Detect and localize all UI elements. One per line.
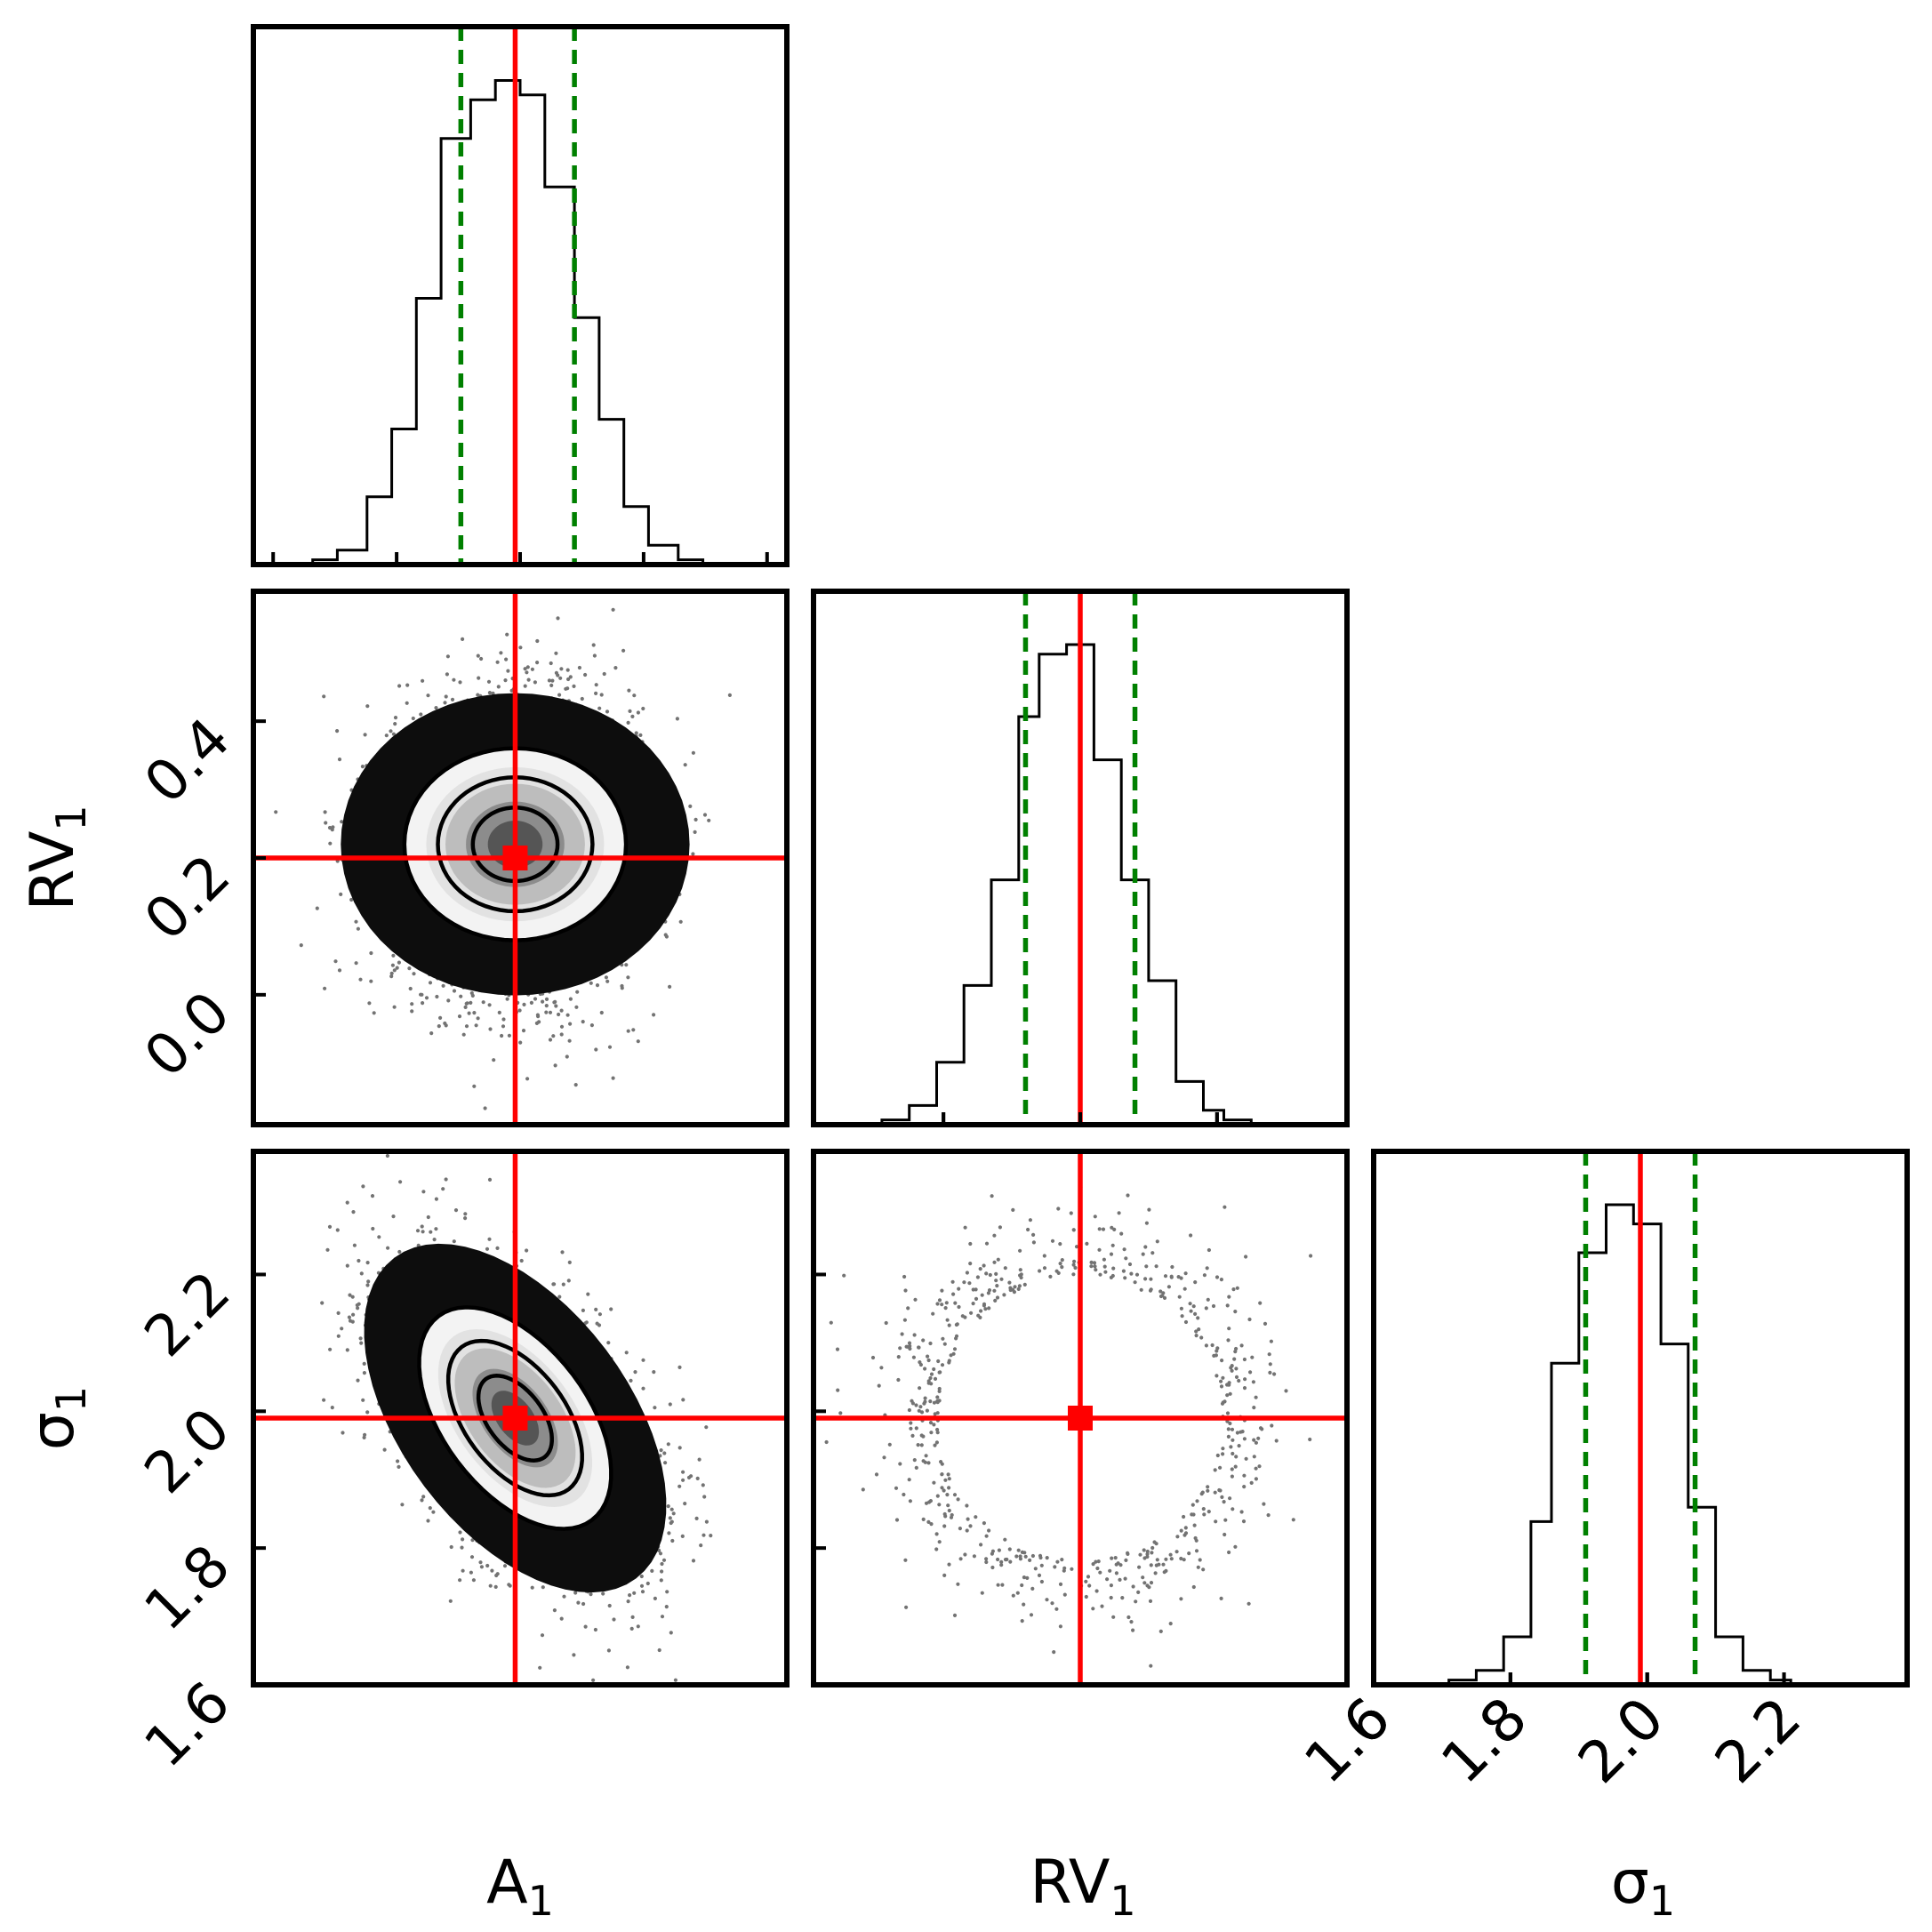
histogram-step-a	[311, 79, 728, 566]
histogram-step-rv	[880, 643, 1279, 1126]
truth-marker	[502, 846, 528, 870]
y-tick-label: 1.6	[132, 1670, 243, 1780]
panel-frame-rv1-sigma1	[811, 1149, 1350, 1687]
x-tick-label: 2.0	[1567, 1686, 1677, 1796]
truth-marker	[502, 1406, 528, 1431]
x-tick-label: 1.8	[1430, 1686, 1540, 1796]
truth-and-quantile-lines	[253, 27, 1698, 1685]
histogram-step-sigma	[1447, 1203, 1818, 1687]
scatter-rv1-sigma1	[824, 1185, 1313, 1668]
truth-marker	[1068, 1406, 1093, 1431]
contour-outer	[417, 1305, 613, 1531]
histogram-sigma1	[1447, 1203, 1818, 1687]
y-tick-label: 1.8	[132, 1533, 243, 1643]
y-axis-label-rv1: RV1	[18, 805, 95, 910]
y-tick-label: 0.2	[132, 843, 243, 953]
x-axis-label-sigma1: σ1	[1611, 1848, 1675, 1925]
contour-middle	[445, 1338, 584, 1498]
contour-inner	[476, 1374, 554, 1463]
sample-points	[824, 1185, 1313, 1668]
histogram-rv1	[880, 643, 1279, 1126]
x-tick-label: 1.6	[1293, 1686, 1403, 1796]
x-axis-label-a1: A1	[486, 1848, 554, 1925]
panel-frame-sigma1	[1371, 1149, 1910, 1687]
y-tick-label: 0.4	[132, 706, 243, 816]
y-axis-label-sigma1: σ1	[18, 1386, 95, 1450]
panel-frame-a1	[251, 24, 790, 567]
contour-outer	[402, 746, 629, 942]
panel-frame-a1-sigma1	[251, 1149, 790, 1687]
histogram-a1	[311, 79, 728, 566]
y-tick-label: 2.2	[132, 1259, 243, 1369]
y-tick-label: 2.0	[132, 1396, 243, 1506]
contour-middle	[436, 775, 595, 914]
axis-ticks: 1.6 1.8 2.0 2.21.6 1.8 2.0 2.21.6 1.8 2.0 2.20.00…	[132, 552, 1814, 1796]
x-axis-label-rv1: RV1	[1030, 1848, 1135, 1925]
y-tick-label: 0.0	[132, 980, 243, 1090]
x-tick-label: 2.2	[1704, 1686, 1814, 1796]
contour-inner	[470, 806, 560, 884]
